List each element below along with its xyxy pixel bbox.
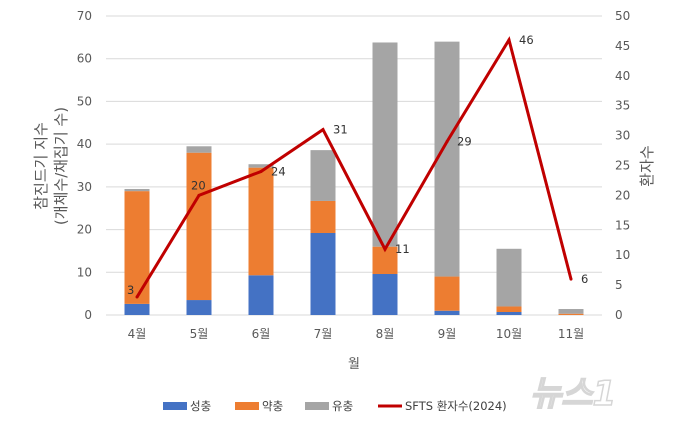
y-tick-label: 10 xyxy=(77,265,92,279)
bar-약충 xyxy=(310,200,336,233)
x-tick-label: 10월 xyxy=(496,327,522,341)
bar-성충 xyxy=(248,275,274,315)
y2-tick-label: 45 xyxy=(615,39,630,53)
line-point xyxy=(569,277,573,281)
bar-성충 xyxy=(186,300,212,315)
bar-유충 xyxy=(310,150,336,201)
x-tick-label: 11월 xyxy=(558,327,584,341)
bar-유충 xyxy=(372,42,398,247)
bar-유충 xyxy=(496,248,522,307)
line-point xyxy=(507,38,511,42)
line-point xyxy=(135,295,139,299)
y2-tick-label: 50 xyxy=(615,9,630,23)
y2-tick-label: 15 xyxy=(615,218,630,232)
x-axis-title: 월 xyxy=(348,357,360,372)
y2-tick-label: 30 xyxy=(615,129,630,143)
legend-label: 약충 xyxy=(262,399,283,413)
x-tick-label: 6월 xyxy=(252,327,271,341)
tick-labels: 0 10 20 30 40 50 60 70 0 5 10 15 20 25 30 35 40 45 50 4월 5월 6… xyxy=(77,9,631,341)
y-tick-label: 0 xyxy=(84,308,92,322)
bar-약충 xyxy=(434,276,460,311)
y-axis-subtitle: (개체수/채집기 수) xyxy=(52,107,70,225)
data-label: 3 xyxy=(127,283,134,297)
y-tick-label: 70 xyxy=(77,9,92,23)
y2-tick-label: 20 xyxy=(615,188,630,202)
bar-성충 xyxy=(372,273,398,315)
legend-label: 성충 xyxy=(190,399,211,413)
line-point xyxy=(445,140,449,144)
gridlines xyxy=(106,15,602,316)
y-tick-label: 50 xyxy=(77,94,92,108)
data-label: 31 xyxy=(333,123,348,137)
data-label: 11 xyxy=(395,242,410,256)
bar-약충 xyxy=(558,313,584,315)
line-point xyxy=(383,247,387,251)
bar-성충 xyxy=(496,312,522,315)
line-point xyxy=(259,169,263,173)
bar-유충 xyxy=(434,41,460,277)
y-tick-label: 20 xyxy=(77,223,92,237)
bar-유충 xyxy=(124,188,150,192)
bar-성충 xyxy=(310,232,336,315)
y2-tick-label: 25 xyxy=(615,159,630,173)
legend-label: 유충 xyxy=(332,399,353,413)
y-tick-label: 40 xyxy=(77,137,92,151)
x-tick-label: 4월 xyxy=(128,327,147,341)
sfts-line xyxy=(135,36,573,298)
x-tick-label: 5월 xyxy=(190,327,209,341)
y2-axis-title: 환자수 xyxy=(638,145,656,186)
line-point xyxy=(197,193,201,197)
legend-label: SFTS 환자수(2024) xyxy=(405,399,507,413)
legend-swatch xyxy=(305,402,329,410)
x-tick-label: 8월 xyxy=(376,327,395,341)
legend-swatch xyxy=(235,402,259,410)
y-axis-title: 참진드기 지수 xyxy=(32,122,50,210)
y2-tick-label: 10 xyxy=(615,248,630,262)
x-tick-label: 7월 xyxy=(314,327,333,341)
bar-성충 xyxy=(124,303,150,315)
bar-유충 xyxy=(558,309,584,314)
y2-tick-label: 5 xyxy=(615,278,623,292)
bar-약충 xyxy=(248,167,274,276)
data-label: 20 xyxy=(191,178,206,192)
y2-tick-label: 35 xyxy=(615,99,630,113)
legend-swatch xyxy=(163,402,187,410)
bar-성충 xyxy=(434,310,460,315)
news1-watermark: 뉴스1 xyxy=(530,374,616,414)
data-label: 24 xyxy=(271,164,286,178)
bar-약충 xyxy=(186,152,212,301)
y-tick-label: 30 xyxy=(77,180,92,194)
line-point xyxy=(321,128,325,132)
legend: 성충 약충 유충 SFTS 환자수(2024) xyxy=(163,399,507,413)
x-tick-label: 9월 xyxy=(438,327,457,341)
data-label: 46 xyxy=(519,33,534,47)
y2-tick-label: 40 xyxy=(615,69,630,83)
bar-유충 xyxy=(248,164,274,168)
y-tick-label: 60 xyxy=(77,52,92,66)
bar-유충 xyxy=(186,146,212,153)
data-label: 6 xyxy=(581,272,588,286)
line-series: 3 20 24 31 11 29 46 6 xyxy=(127,33,588,299)
data-label: 29 xyxy=(457,135,472,149)
y2-tick-label: 0 xyxy=(615,308,623,322)
bar-약충 xyxy=(496,306,522,313)
